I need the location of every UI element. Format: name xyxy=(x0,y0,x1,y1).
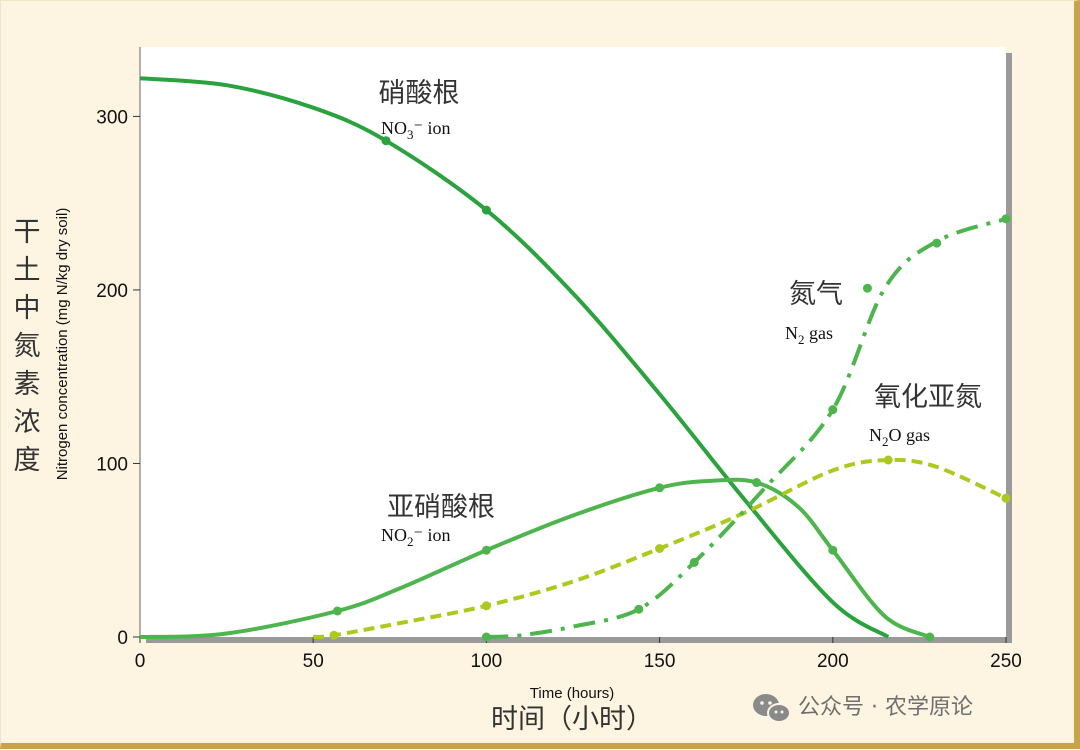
y-tick-label: 100 xyxy=(96,454,128,475)
x-tick-label: 200 xyxy=(817,651,849,672)
data-point xyxy=(883,455,893,465)
axis-ticks: 0 50 100 150 200 250 0 100 200 300 xyxy=(96,107,1022,672)
data-point xyxy=(481,545,491,555)
plot-area xyxy=(140,47,1006,637)
data-point xyxy=(634,604,644,614)
y-axis-title-zh: 干土中氮素浓度 xyxy=(14,217,41,476)
n2o-label-en: N2O gas xyxy=(869,425,930,449)
x-tick-label: 0 xyxy=(135,651,146,672)
x-axis-title: Time (hours) xyxy=(530,685,614,702)
data-point xyxy=(481,632,491,642)
y-tick-label: 0 xyxy=(117,628,128,649)
watermark: 公众号 · 农学原论 xyxy=(753,694,973,723)
series-line-3 xyxy=(486,216,1007,639)
data-point xyxy=(689,557,699,567)
data-point xyxy=(752,478,762,488)
data-point xyxy=(862,283,872,293)
data-point xyxy=(828,545,838,555)
no2-label-zh: 亚硝酸根 xyxy=(387,492,495,523)
data-point xyxy=(828,405,838,415)
series-line-0 xyxy=(139,76,890,639)
data-point xyxy=(381,136,391,146)
x-tick-label: 250 xyxy=(990,651,1022,672)
no2-label-en: NO2⁻ ion xyxy=(381,525,451,549)
wechat-icon xyxy=(753,694,791,723)
data-point xyxy=(332,606,342,616)
watermark-text: 公众号 · 农学原论 xyxy=(798,695,973,720)
data-point xyxy=(925,632,935,642)
y-axis-title: Nitrogen concentration (mg N/kg dry soil… xyxy=(54,208,71,481)
n2-label-en: N2 gas xyxy=(785,323,833,347)
x-tick-label: 50 xyxy=(303,651,324,672)
data-point xyxy=(329,630,339,640)
no3-label-zh: 硝酸根 xyxy=(379,78,460,109)
y-tick-label: 200 xyxy=(96,281,128,302)
y-tick-label: 300 xyxy=(96,107,128,128)
marker-layer xyxy=(329,136,1011,642)
x-tick-label: 150 xyxy=(644,651,676,672)
x-tick-label: 100 xyxy=(471,651,503,672)
x-axis-title-zh: 时间（小时） xyxy=(491,704,653,735)
data-point xyxy=(481,601,491,611)
data-point xyxy=(1001,493,1011,503)
no3-label-en: NO3⁻ ion xyxy=(381,118,451,142)
data-point xyxy=(655,544,665,553)
data-point xyxy=(655,483,665,493)
data-point xyxy=(932,238,942,248)
n2-label-zh: 氮气 xyxy=(789,279,843,310)
data-point xyxy=(1001,214,1011,224)
data-point xyxy=(481,205,491,215)
n2o-label-zh: 氧化亚氮 xyxy=(874,382,982,413)
